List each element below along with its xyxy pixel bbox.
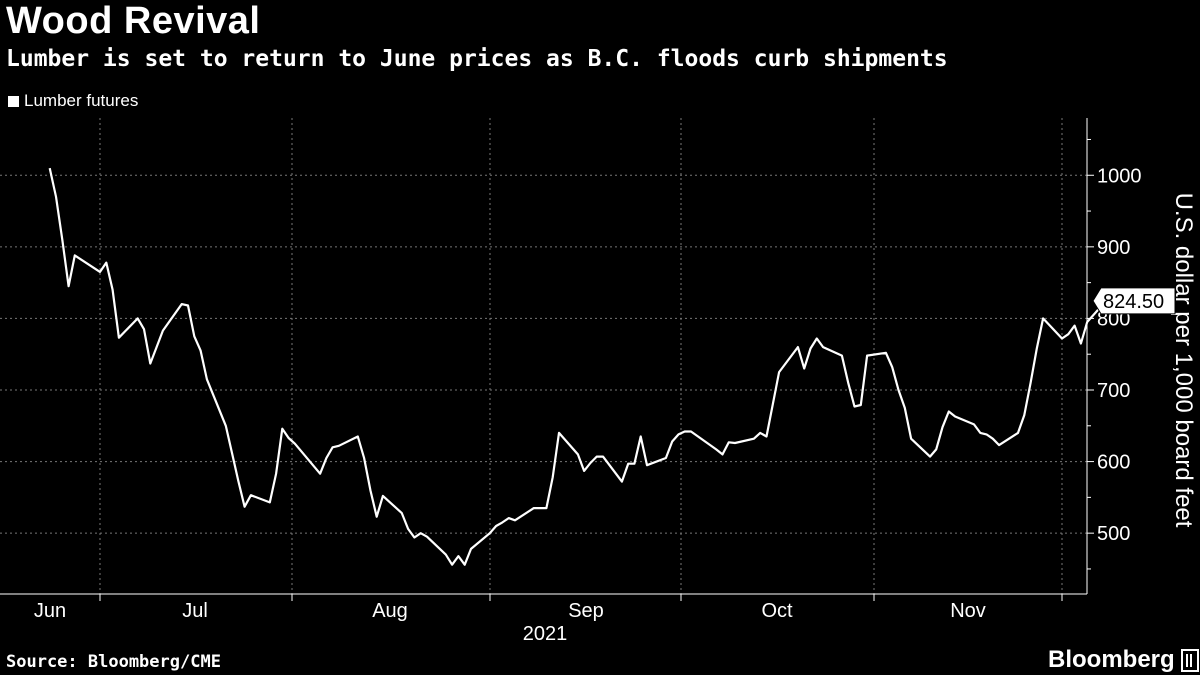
axes — [0, 118, 1094, 601]
x-tick-label: Jun — [34, 600, 66, 622]
gridlines — [0, 118, 1087, 594]
brand-name: Bloomberg — [1048, 646, 1175, 673]
x-tick-label: Aug — [372, 600, 408, 622]
chart-title: Wood Revival — [6, 0, 261, 42]
y-tick-label: 500 — [1097, 523, 1130, 545]
tick-labels: Jun Jul Aug Sep Oct Nov2021500600700800900100… — [34, 165, 1142, 645]
x-tick-label: Jul — [182, 600, 208, 622]
series-line-lumber-futures — [48, 167, 1107, 566]
last-value-badge — [1092, 287, 1176, 315]
x-axis-year-label: 2021 — [523, 623, 568, 645]
x-tick-label: Sep — [568, 600, 604, 622]
legend-swatch-icon — [8, 95, 19, 107]
y-tick-label: 1000 — [1097, 165, 1142, 187]
chart-subtitle: Lumber is set to return to June prices a… — [6, 46, 948, 72]
source-note: Source: Bloomberg/CME — [6, 652, 221, 672]
y-tick-label: 600 — [1097, 452, 1130, 474]
x-tick-label: Oct — [761, 600, 793, 622]
y-tick-label: 700 — [1097, 380, 1130, 402]
bloomberg-terminal-icon — [1180, 648, 1199, 672]
last-value-label: 824.50 — [1103, 291, 1164, 313]
legend-label: Lumber futures — [24, 91, 139, 110]
brand-logo: Bloomberg — [1048, 646, 1199, 674]
legend: Lumber futures — [8, 91, 138, 111]
last-value-callout: 824.50 — [1092, 287, 1176, 315]
x-tick-label: Nov — [950, 600, 986, 622]
y-tick-label: 900 — [1097, 237, 1130, 259]
